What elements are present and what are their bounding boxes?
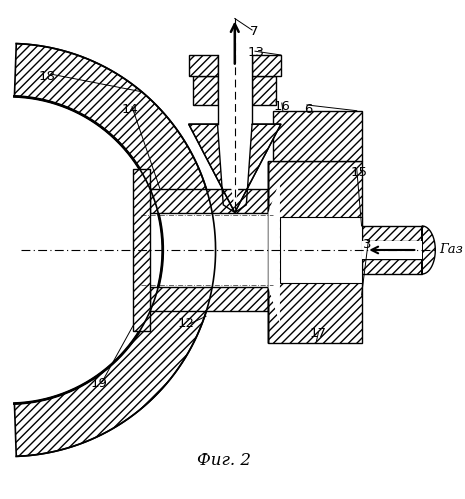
Bar: [193, 76, 218, 105]
Text: 13: 13: [247, 45, 265, 58]
Bar: [280, 218, 362, 282]
Text: 18: 18: [39, 70, 56, 83]
Bar: [273, 111, 362, 161]
Polygon shape: [268, 180, 280, 324]
Polygon shape: [235, 124, 281, 213]
Text: 17: 17: [310, 327, 327, 340]
Text: 14: 14: [122, 103, 139, 116]
Text: 6: 6: [305, 103, 313, 116]
Bar: [362, 226, 422, 242]
Bar: [252, 76, 276, 105]
Bar: [252, 55, 281, 76]
Bar: [268, 161, 362, 343]
Text: 16: 16: [273, 100, 290, 113]
Bar: [362, 258, 422, 274]
Bar: [150, 213, 268, 287]
Text: Фиг. 2: Фиг. 2: [197, 452, 251, 469]
Bar: [218, 100, 252, 124]
Bar: [150, 189, 268, 213]
Polygon shape: [14, 43, 216, 457]
Polygon shape: [189, 124, 235, 213]
Text: Газ: Газ: [439, 244, 463, 256]
Bar: [362, 242, 422, 258]
Polygon shape: [422, 226, 435, 274]
Text: 3: 3: [363, 238, 372, 250]
Bar: [218, 52, 252, 105]
Text: 19: 19: [91, 377, 108, 390]
Text: 12: 12: [177, 317, 194, 330]
Text: 15: 15: [350, 166, 367, 179]
Bar: [150, 287, 268, 311]
Bar: [189, 55, 218, 76]
Text: 7: 7: [250, 25, 258, 38]
Bar: [133, 169, 150, 331]
Polygon shape: [219, 124, 250, 208]
